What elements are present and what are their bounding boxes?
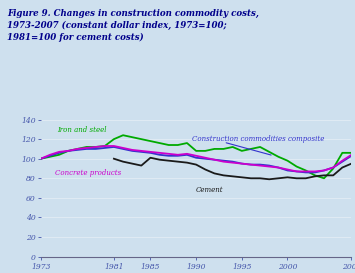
Text: Iron and steel: Iron and steel: [57, 126, 107, 134]
Text: Figure 9. Changes in construction commodity costs,
1973-2007 (constant dollar in: Figure 9. Changes in construction commod…: [7, 9, 259, 42]
Text: Cement: Cement: [196, 186, 224, 194]
Text: Concrete products: Concrete products: [55, 169, 121, 177]
Text: Construction commodities composite: Construction commodities composite: [192, 135, 324, 143]
